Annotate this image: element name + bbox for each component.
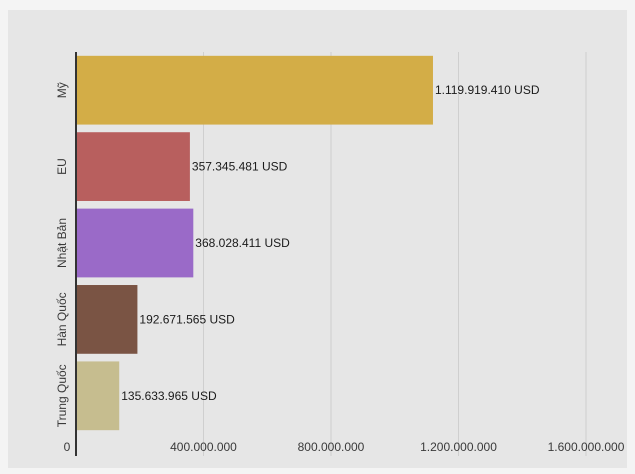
category-label-2: Nhật Bản [55,218,69,268]
data-labels: 1.119.919.410 USD 357.345.481 USD 368.028.… [121,83,540,403]
x-tick-label-0: 0 [64,440,71,454]
data-label-3: 192.671.565 USD [139,312,235,326]
x-tick-label-3: 1.200.000.000 [420,440,497,454]
x-tick-label-4: 1.600.000.000 [548,440,625,454]
category-label-1: EU [55,158,69,175]
x-tick-label-1: 400.000.000 [170,440,237,454]
data-label-1: 357.345.481 USD [192,160,288,174]
bars [76,55,433,431]
category-label-4: Trung Quốc [55,364,69,427]
bar-0[interactable] [76,55,433,125]
bar-2[interactable] [76,208,194,278]
data-label-4: 135.633.965 USD [121,389,217,403]
category-labels: Mỹ EU Nhật Bản Hàn Quốc Trung Quốc [55,82,69,427]
x-tick-labels: 0 400.000.000 800.000.000 1.200.000.000 1.60… [64,440,625,454]
category-label-3: Hàn Quốc [55,292,69,346]
category-label-0: Mỹ [55,82,69,98]
data-label-0: 1.119.919.410 USD [435,83,540,97]
bar-3[interactable] [76,285,138,354]
bar-1[interactable] [76,132,190,201]
x-tick-label-2: 800.000.000 [298,440,365,454]
bar-4[interactable] [76,361,120,431]
data-label-2: 368.028.411 USD [195,236,290,250]
